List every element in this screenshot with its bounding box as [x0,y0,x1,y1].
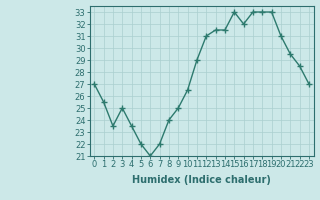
X-axis label: Humidex (Indice chaleur): Humidex (Indice chaleur) [132,175,271,185]
